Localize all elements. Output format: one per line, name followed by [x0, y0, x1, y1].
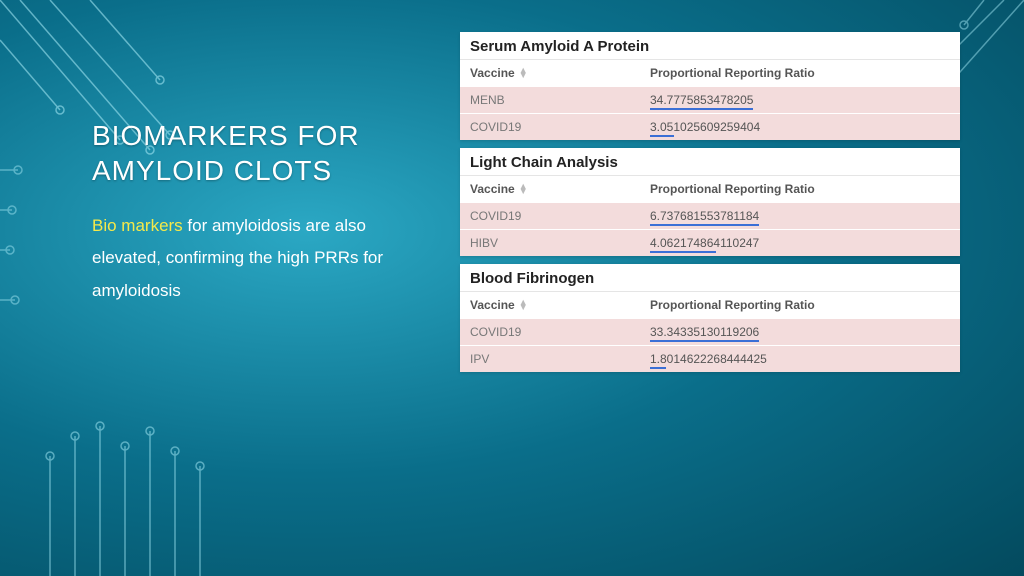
col-vaccine-header: Vaccine▲▼: [470, 66, 650, 80]
value-bar: [650, 135, 674, 138]
data-panel: Light Chain AnalysisVaccine▲▼Proportiona…: [460, 148, 960, 256]
value-bar: [650, 251, 716, 254]
panel-title: Light Chain Analysis: [460, 148, 960, 176]
cell-value: 4.062174864110247: [650, 236, 950, 250]
data-panel: Serum Amyloid A ProteinVaccine▲▼Proporti…: [460, 32, 960, 140]
col-prr-header: Proportional Reporting Ratio: [650, 298, 950, 312]
sort-icon: ▲▼: [519, 300, 528, 311]
table-row: HIBV4.062174864110247: [460, 229, 960, 256]
table-row: IPV1.8014622268444425: [460, 345, 960, 372]
value-bar: [650, 108, 753, 111]
table-header: Vaccine▲▼Proportional Reporting Ratio: [460, 292, 960, 318]
col-prr-header: Proportional Reporting Ratio: [650, 182, 950, 196]
table-row: COVID196.737681553781184: [460, 202, 960, 229]
tables-container: Serum Amyloid A ProteinVaccine▲▼Proporti…: [460, 32, 960, 380]
panel-title: Blood Fibrinogen: [460, 264, 960, 292]
table-header: Vaccine▲▼Proportional Reporting Ratio: [460, 176, 960, 202]
table-row: MENB34.7775853478205: [460, 86, 960, 113]
value-bar: [650, 340, 759, 343]
cell-value: 1.8014622268444425: [650, 352, 950, 366]
slide-body: Bio markers for amyloidosis are also ele…: [92, 210, 412, 307]
sort-icon: ▲▼: [519, 68, 528, 79]
cell-vaccine: HIBV: [470, 236, 650, 250]
cell-vaccine: COVID19: [470, 120, 650, 134]
col-prr-header: Proportional Reporting Ratio: [650, 66, 950, 80]
sort-icon: ▲▼: [519, 184, 528, 195]
text-content: BIOMARKERS FOR AMYLOID CLOTS Bio markers…: [92, 118, 412, 307]
value-bar: [650, 224, 759, 227]
value-bar: [650, 367, 666, 370]
col-vaccine-header: Vaccine▲▼: [470, 182, 650, 196]
slide-title: BIOMARKERS FOR AMYLOID CLOTS: [92, 118, 412, 188]
col-vaccine-header: Vaccine▲▼: [470, 298, 650, 312]
cell-value: 6.737681553781184: [650, 209, 950, 223]
panel-title: Serum Amyloid A Protein: [460, 32, 960, 60]
table-row: COVID1933.34335130119206: [460, 318, 960, 345]
cell-value: 3.051025609259404: [650, 120, 950, 134]
circuit-decoration-left: [0, 150, 60, 400]
circuit-decoration-bottom-left: [20, 396, 240, 576]
data-panel: Blood FibrinogenVaccine▲▼Proportional Re…: [460, 264, 960, 372]
table-row: COVID193.051025609259404: [460, 113, 960, 140]
cell-value: 33.34335130119206: [650, 325, 950, 339]
cell-vaccine: MENB: [470, 93, 650, 107]
cell-vaccine: IPV: [470, 352, 650, 366]
cell-vaccine: COVID19: [470, 325, 650, 339]
cell-value: 34.7775853478205: [650, 93, 950, 107]
cell-vaccine: COVID19: [470, 209, 650, 223]
highlight-text: Bio markers: [92, 216, 183, 235]
table-header: Vaccine▲▼Proportional Reporting Ratio: [460, 60, 960, 86]
